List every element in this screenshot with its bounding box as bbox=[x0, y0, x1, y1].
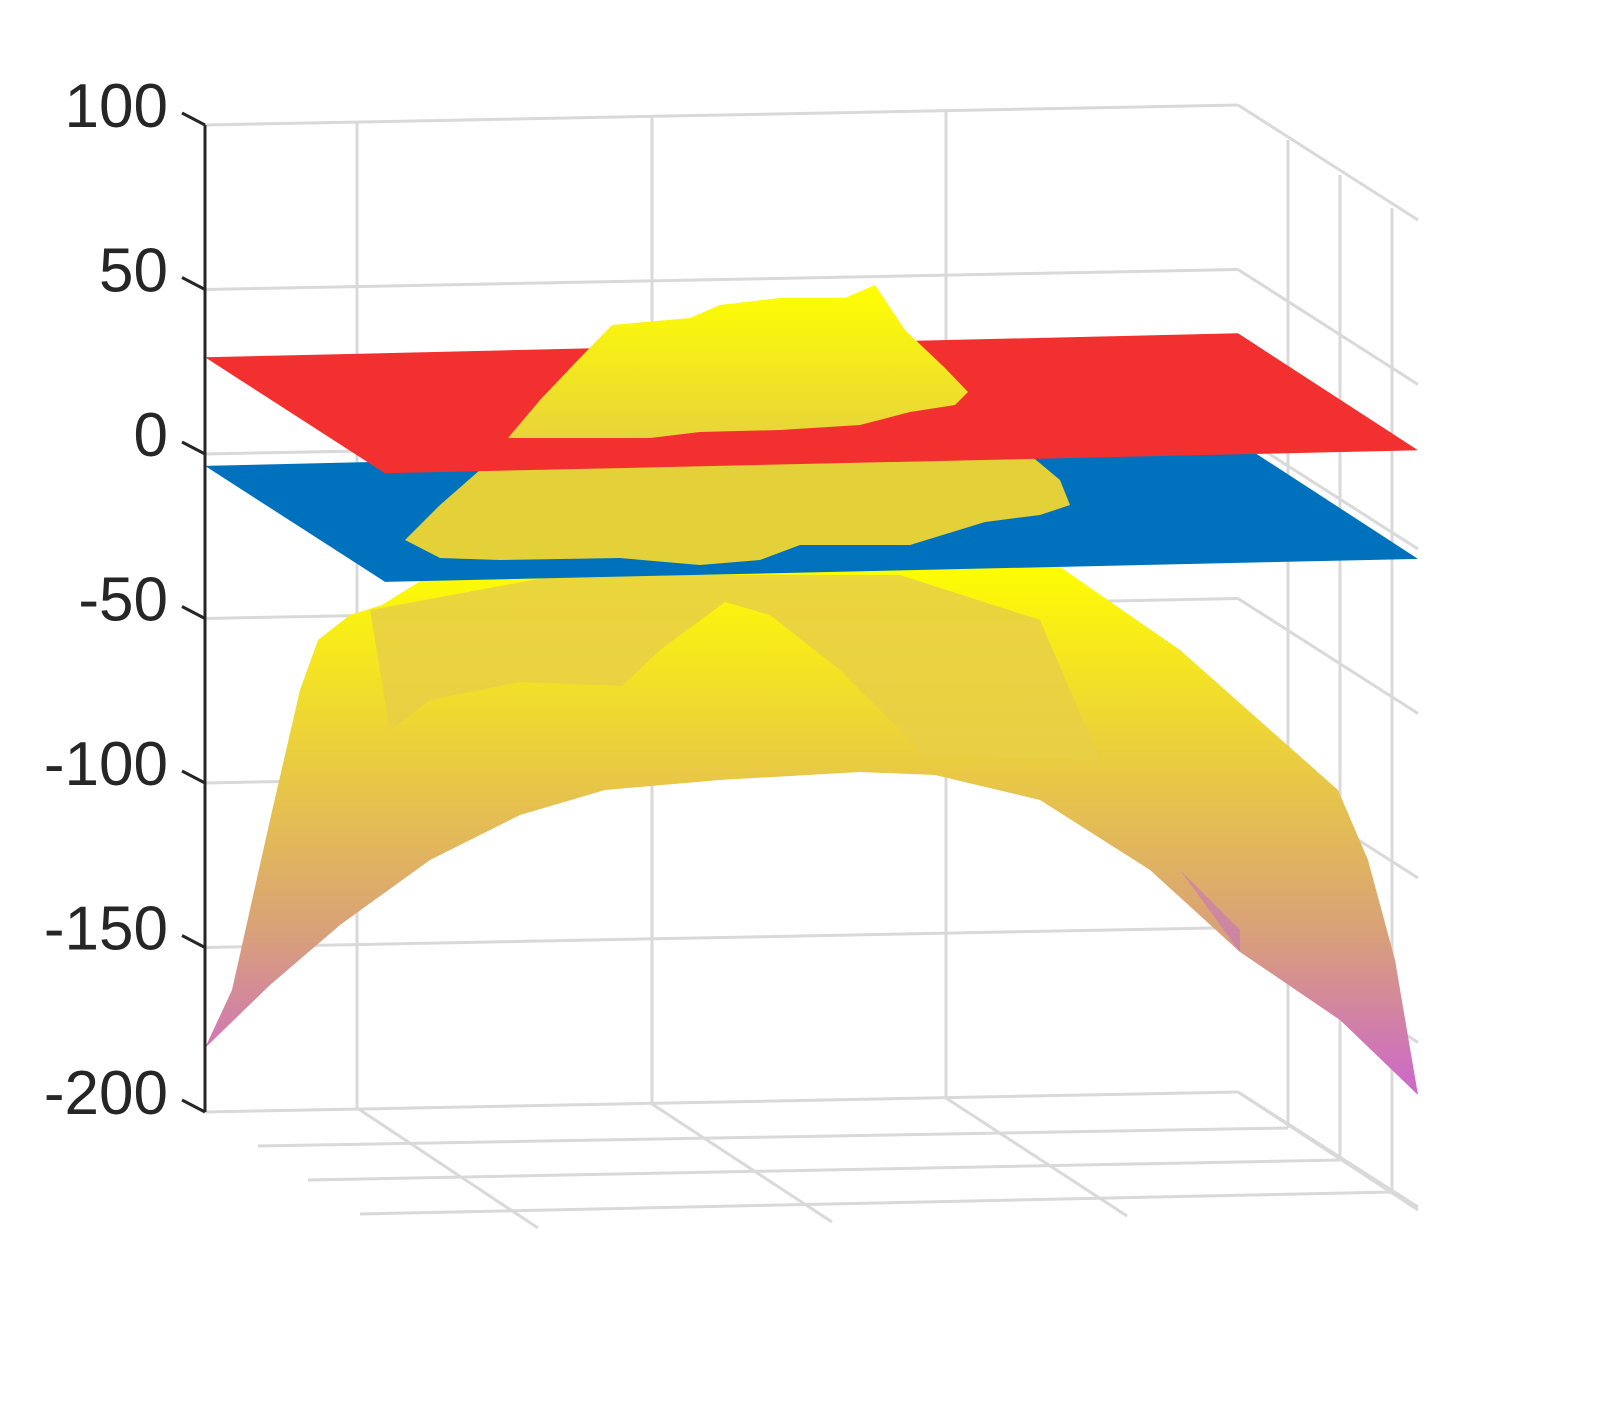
z-tick-mark bbox=[181, 1098, 206, 1114]
z-axis: 100 50 0 -50 -100 -150 -200 bbox=[44, 72, 207, 1128]
z-tick-label: -200 bbox=[44, 1059, 168, 1128]
z-tick-mark bbox=[181, 769, 206, 785]
z-tick-mark bbox=[181, 276, 206, 291]
surface-body bbox=[205, 560, 1418, 1095]
grid-floor-line bbox=[356, 1106, 539, 1230]
surface-ridge bbox=[370, 575, 1100, 760]
grid-line-z bbox=[204, 103, 1239, 127]
z-tick-label: -50 bbox=[78, 566, 168, 635]
grid-floor-line bbox=[1237, 1090, 1419, 1212]
z-tick-mark bbox=[181, 111, 206, 127]
grid-line-z bbox=[204, 1090, 1239, 1114]
grid-floor-line bbox=[945, 1096, 1128, 1218]
surface-lower-rim bbox=[1180, 870, 1240, 952]
z-tick-label: 100 bbox=[65, 72, 168, 141]
grid-floor-line bbox=[359, 1190, 1393, 1216]
z-tick-label: -100 bbox=[44, 730, 168, 799]
surface-mid-section bbox=[405, 455, 1070, 565]
surface-series bbox=[205, 560, 1418, 1095]
z-tick-label: 50 bbox=[99, 237, 168, 306]
grid-line-z-side bbox=[1237, 597, 1419, 715]
grid-floor-line bbox=[651, 1102, 833, 1224]
grid-line-z bbox=[204, 926, 1239, 949]
z-tick-mark bbox=[181, 605, 206, 620]
z-tick-label: -150 bbox=[44, 895, 168, 964]
grid-line-z bbox=[204, 268, 1239, 291]
grid-floor-line bbox=[307, 1158, 1341, 1182]
grid-line-z-side bbox=[1237, 103, 1419, 222]
surface-peak bbox=[508, 285, 968, 438]
z-tick-label: 0 bbox=[134, 401, 168, 470]
z-tick-mark bbox=[181, 440, 206, 456]
grid-floor-line bbox=[257, 1126, 1289, 1148]
grid-line-z-side bbox=[1237, 268, 1419, 386]
z-tick-mark bbox=[181, 934, 206, 949]
